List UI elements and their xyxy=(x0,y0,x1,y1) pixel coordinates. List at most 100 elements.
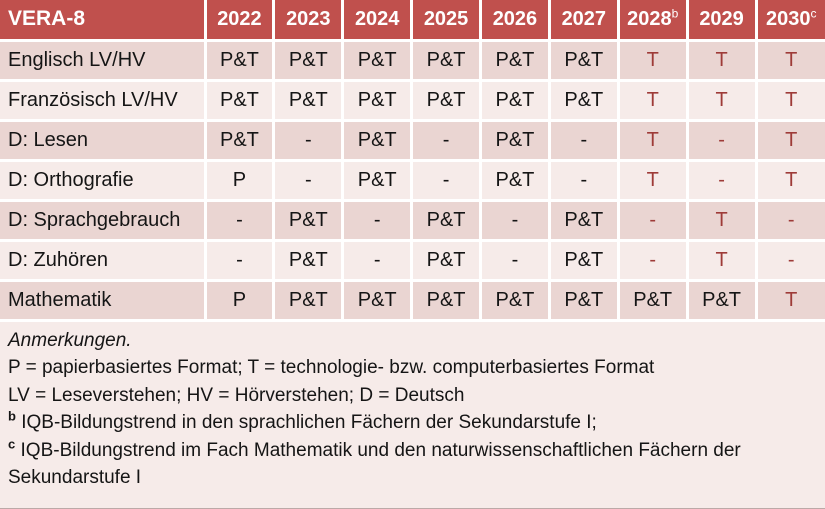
format-cell: - xyxy=(618,240,689,282)
format-cell: - xyxy=(273,120,345,162)
format-cell: - xyxy=(411,120,482,162)
note-c: c IQB-Bildungstrend im Fach Mathematik u… xyxy=(8,437,815,492)
format-cell: P&T xyxy=(411,200,482,242)
note-b: b IQB-Bildungstrend in den sprachlichen … xyxy=(8,409,815,437)
format-cell: - xyxy=(618,200,689,242)
year-header-2023: 2023 xyxy=(273,0,345,42)
table-row: D: Lesen P&T - P&T - P&T - T - T xyxy=(0,120,825,162)
format-cell: P&T xyxy=(480,80,551,122)
format-cell: P&T xyxy=(480,160,551,202)
format-cell: P&T xyxy=(342,80,414,122)
format-cell: T xyxy=(756,160,825,202)
year-header-2028: 2028b xyxy=(618,0,689,42)
row-label: D: Zuhören xyxy=(0,240,207,282)
table-row: Französisch LV/HV P&T P&T P&T P&T P&T P&T T T T xyxy=(0,80,825,122)
note-c-text: IQB-Bildungstrend im Fach Mathematik und… xyxy=(8,439,741,489)
format-cell: P&T xyxy=(342,120,414,162)
format-cell: P&T xyxy=(273,240,345,282)
format-cell: T xyxy=(756,120,825,162)
format-cell: T xyxy=(756,80,825,122)
format-cell: - xyxy=(342,240,414,282)
header-footnote-marker-c: c xyxy=(810,6,817,21)
format-cell: - xyxy=(480,200,551,242)
format-cell: P&T xyxy=(411,40,482,82)
year-header-2027: 2027 xyxy=(549,0,620,42)
note-format-legend: P = papierbasiertes Format; T = technolo… xyxy=(8,357,655,378)
format-cell: T xyxy=(618,40,689,82)
note-c-marker: c xyxy=(8,436,16,452)
format-cell: P&T xyxy=(549,280,620,322)
table-title: VERA-8 xyxy=(0,0,207,42)
year-header-2022: 2022 xyxy=(205,0,276,42)
header-footnote-marker-b: b xyxy=(671,6,679,21)
format-cell: T xyxy=(756,40,825,82)
format-cell: P&T xyxy=(342,40,414,82)
row-label: Französisch LV/HV xyxy=(0,80,207,122)
format-cell: P&T xyxy=(411,240,482,282)
format-cell: P&T xyxy=(205,40,276,82)
note-b-marker: b xyxy=(8,408,16,424)
year-header-2029: 2029 xyxy=(687,0,758,42)
year-header-2026: 2026 xyxy=(480,0,551,42)
format-cell: P&T xyxy=(205,120,276,162)
format-cell: P&T xyxy=(549,240,620,282)
row-label: D: Sprachgebrauch xyxy=(0,200,207,242)
format-cell: P&T xyxy=(273,280,345,322)
format-cell: T xyxy=(756,280,825,322)
row-label: D: Orthografie xyxy=(0,160,207,202)
format-cell: P&T xyxy=(205,80,276,122)
format-cell: - xyxy=(549,160,620,202)
format-cell: T xyxy=(618,120,689,162)
format-cell: P&T xyxy=(687,280,758,322)
format-cell: P&T xyxy=(411,280,482,322)
format-cell: - xyxy=(687,160,758,202)
year-header-2025: 2025 xyxy=(411,0,482,42)
row-label: Englisch LV/HV xyxy=(0,40,207,82)
format-cell: T xyxy=(687,80,758,122)
table-row: D: Zuhören - P&T - P&T - P&T - T - xyxy=(0,240,825,282)
format-cell: T xyxy=(687,240,758,282)
format-cell: P&T xyxy=(480,280,551,322)
notes-heading: Anmerkungen. xyxy=(8,329,132,351)
format-cell: P&T xyxy=(273,40,345,82)
table-row: D: Sprachgebrauch - P&T - P&T - P&T - T - xyxy=(0,200,825,242)
row-label: Mathematik xyxy=(0,280,207,322)
format-cell: P&T xyxy=(618,280,689,322)
format-cell: P&T xyxy=(480,40,551,82)
format-cell: - xyxy=(205,200,276,242)
row-label: D: Lesen xyxy=(0,120,207,162)
table-row: Englisch LV/HV P&T P&T P&T P&T P&T P&T T T T xyxy=(0,40,825,82)
table-row: D: Orthografie P - P&T - P&T - T - T xyxy=(0,160,825,202)
format-cell: P&T xyxy=(480,120,551,162)
format-cell: P&T xyxy=(273,80,345,122)
format-cell: P&T xyxy=(549,80,620,122)
format-cell: P xyxy=(205,280,276,322)
format-cell: P&T xyxy=(411,80,482,122)
format-cell: P&T xyxy=(549,200,620,242)
format-cell: - xyxy=(687,120,758,162)
year-header-2024: 2024 xyxy=(342,0,414,42)
note-abbreviation-legend: LV = Leseverstehen; HV = Hörverstehen; D… xyxy=(8,384,465,406)
format-cell: - xyxy=(205,240,276,282)
table-row: Mathematik P P&T P&T P&T P&T P&T P&T P&T T xyxy=(0,280,825,322)
format-cell: T xyxy=(618,160,689,202)
format-cell: P&T xyxy=(342,160,414,202)
header-row: VERA-8 2022 2023 2024 2025 2026 2027 2028b 2029 2… xyxy=(0,0,825,42)
format-cell: - xyxy=(756,200,825,242)
year-header-2030: 2030c xyxy=(756,0,825,42)
format-cell: P xyxy=(205,160,276,202)
note-b-text: IQB-Bildungstrend in den sprachlichen Fä… xyxy=(21,412,597,433)
table-body: Englisch LV/HV P&T P&T P&T P&T P&T P&T T T T Franz… xyxy=(0,40,825,322)
format-cell: P&T xyxy=(273,200,345,242)
format-cell: - xyxy=(342,200,414,242)
format-cell: - xyxy=(756,240,825,282)
format-cell: - xyxy=(480,240,551,282)
format-cell: - xyxy=(549,120,620,162)
format-cell: P&T xyxy=(549,40,620,82)
format-cell: - xyxy=(273,160,345,202)
vera8-schedule-table: VERA-8 2022 2023 2024 2025 2026 2027 2028b 2029 2… xyxy=(0,0,825,322)
format-cell: P&T xyxy=(342,280,414,322)
format-cell: T xyxy=(687,40,758,82)
notes-section: Anmerkungen. P = papierbasiertes Format;… xyxy=(0,321,825,509)
format-cell: T xyxy=(618,80,689,122)
